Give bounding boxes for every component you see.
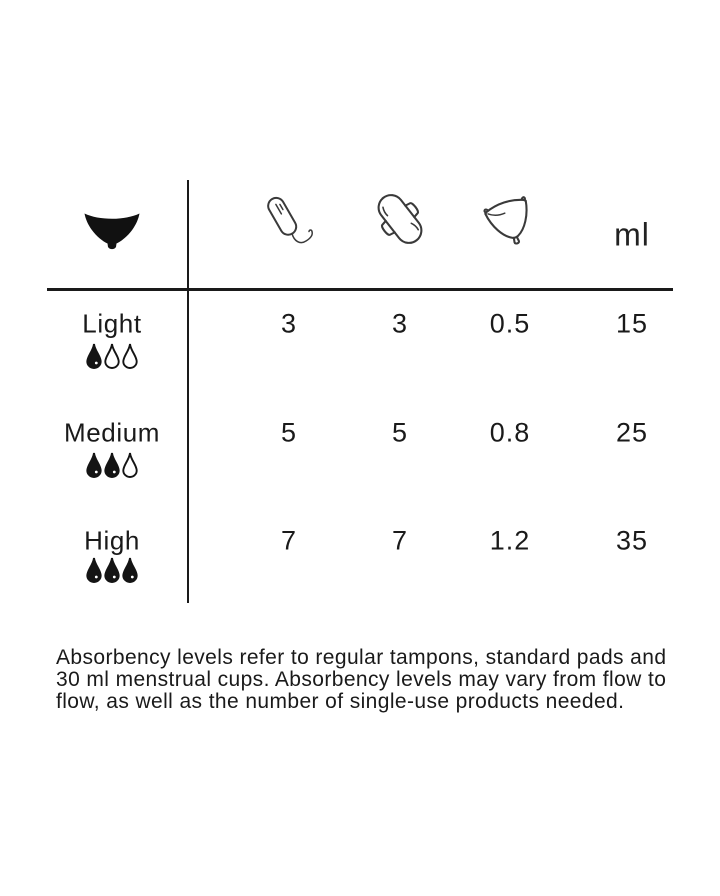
footnote-line: flow, as well as the number of single-us… (56, 690, 625, 713)
cell-pads-medium: 5 (391, 417, 409, 448)
droplet-icon (86, 452, 102, 478)
flow-drops-high (86, 557, 139, 583)
footnote-line: Absorbency levels refer to regular tampo… (56, 646, 667, 669)
absorbency-footnote: Absorbency levels refer to regular tampo… (56, 647, 666, 713)
header-flow-level (83, 211, 141, 251)
header-pads (376, 191, 424, 247)
column-divider-line (187, 180, 189, 603)
cell-ml-light: 15 (615, 308, 649, 339)
header-cups (482, 194, 538, 248)
droplet-icon (104, 343, 120, 369)
cell-tampons-light: 3 (280, 308, 298, 339)
menstrual-cup-icon (483, 196, 528, 245)
absorbency-table: ml Light 3 3 0.5 15 Medium 5 5 0.8 25 Hi… (47, 179, 673, 608)
droplet-icon (122, 452, 138, 478)
flow-drops-medium (86, 452, 139, 478)
cell-pads-light: 3 (391, 308, 409, 339)
cell-cups-medium: 0.8 (489, 417, 531, 448)
cell-tampons-high: 7 (280, 525, 298, 556)
cell-ml-high: 35 (615, 525, 649, 556)
flow-drops-light (86, 343, 139, 369)
droplet-icon (104, 557, 120, 583)
cell-tampons-medium: 5 (280, 417, 298, 448)
cell-ml-medium: 25 (615, 417, 649, 448)
header-ml-label: ml (614, 216, 650, 253)
cell-cups-light: 0.5 (489, 308, 531, 339)
cell-cups-high: 1.2 (489, 525, 531, 556)
droplet-icon (86, 557, 102, 583)
footnote-line: 30 ml menstrual cups. Absorbency levels … (56, 668, 667, 691)
pad-icon (377, 194, 423, 244)
row-label-light: Light (82, 308, 142, 339)
droplet-icon (104, 452, 120, 478)
cell-pads-high: 7 (391, 525, 409, 556)
droplet-icon (122, 557, 138, 583)
row-label-high: High (84, 525, 140, 556)
underwear-icon (84, 213, 140, 250)
header-divider-line (47, 288, 673, 291)
row-label-medium: Medium (63, 417, 161, 448)
header-tampons (262, 195, 316, 253)
tampon-icon (267, 196, 313, 244)
droplet-icon (86, 343, 102, 369)
droplet-icon (122, 343, 138, 369)
